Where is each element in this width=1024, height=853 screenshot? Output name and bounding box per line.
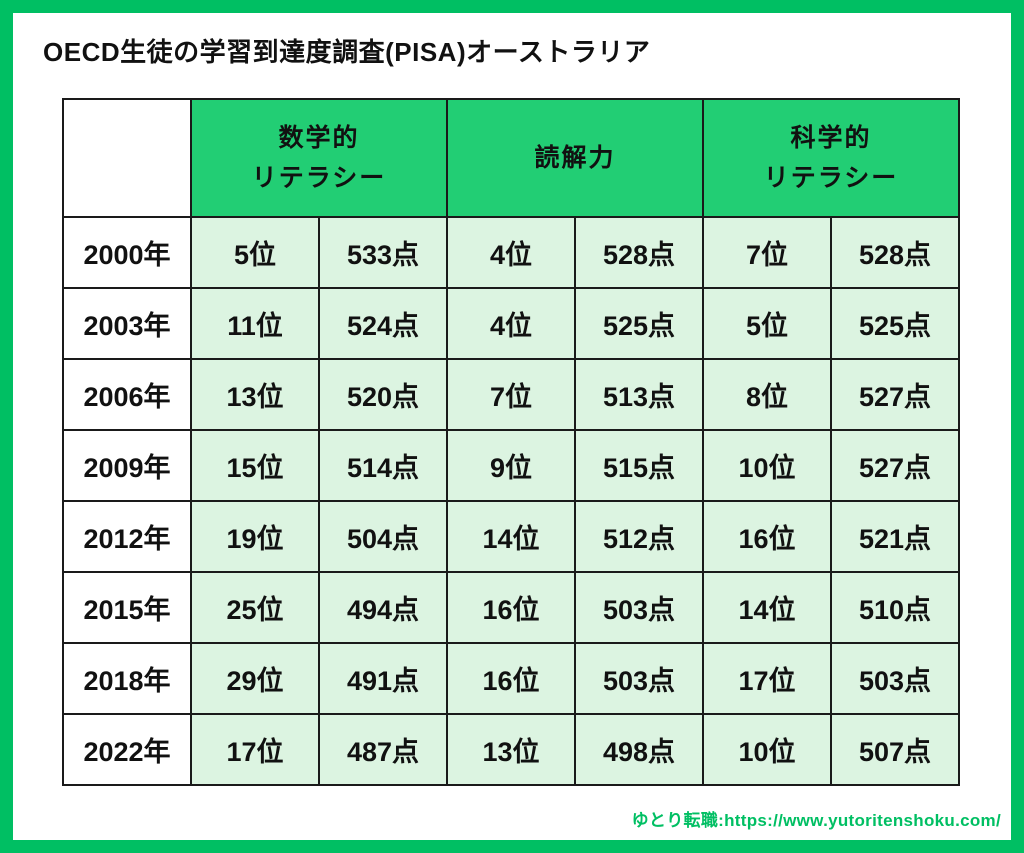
table-row: 2000年 5位 533点 4位 528点 7位 528点 — [62, 216, 960, 289]
year-cell: 2022年 — [62, 713, 192, 786]
score-cell: 527点 — [830, 429, 960, 502]
rank-cell: 11位 — [190, 287, 320, 360]
rank-cell: 15位 — [190, 429, 320, 502]
score-cell: 528点 — [574, 216, 704, 289]
table-row: 2022年 17位 487点 13位 498点 10位 507点 — [62, 713, 960, 786]
table-row: 2012年 19位 504点 14位 512点 16位 521点 — [62, 500, 960, 573]
rank-cell: 9位 — [446, 429, 576, 502]
year-cell: 2003年 — [62, 287, 192, 360]
rank-cell: 7位 — [446, 358, 576, 431]
rank-cell: 19位 — [190, 500, 320, 573]
score-cell: 513点 — [574, 358, 704, 431]
rank-cell: 29位 — [190, 642, 320, 715]
year-cell: 2006年 — [62, 358, 192, 431]
rank-cell: 16位 — [446, 571, 576, 644]
score-cell: 515点 — [574, 429, 704, 502]
year-cell: 2009年 — [62, 429, 192, 502]
score-cell: 520点 — [318, 358, 448, 431]
rank-cell: 5位 — [190, 216, 320, 289]
header-row: 数学的 リテラシー 読解力 科学的 リテラシー — [62, 98, 960, 218]
corner-cell — [62, 98, 192, 218]
year-cell: 2000年 — [62, 216, 192, 289]
rank-cell: 16位 — [702, 500, 832, 573]
score-cell: 528点 — [830, 216, 960, 289]
score-cell: 494点 — [318, 571, 448, 644]
score-cell: 525点 — [830, 287, 960, 360]
rank-cell: 17位 — [190, 713, 320, 786]
score-cell: 533点 — [318, 216, 448, 289]
rank-cell: 8位 — [702, 358, 832, 431]
rank-cell: 4位 — [446, 216, 576, 289]
score-cell: 507点 — [830, 713, 960, 786]
score-cell: 491点 — [318, 642, 448, 715]
table-row: 2015年 25位 494点 16位 503点 14位 510点 — [62, 571, 960, 644]
rank-cell: 4位 — [446, 287, 576, 360]
score-cell: 503点 — [830, 642, 960, 715]
score-cell: 503点 — [574, 642, 704, 715]
column-group-reading: 読解力 — [446, 98, 704, 218]
rank-cell: 5位 — [702, 287, 832, 360]
score-cell: 527点 — [830, 358, 960, 431]
score-cell: 514点 — [318, 429, 448, 502]
rank-cell: 14位 — [702, 571, 832, 644]
score-cell: 504点 — [318, 500, 448, 573]
year-cell: 2012年 — [62, 500, 192, 573]
score-cell: 525点 — [574, 287, 704, 360]
year-cell: 2018年 — [62, 642, 192, 715]
rank-cell: 14位 — [446, 500, 576, 573]
rank-cell: 13位 — [446, 713, 576, 786]
rank-cell: 10位 — [702, 429, 832, 502]
score-cell: 487点 — [318, 713, 448, 786]
score-cell: 503点 — [574, 571, 704, 644]
score-cell: 524点 — [318, 287, 448, 360]
table-row: 2018年 29位 491点 16位 503点 17位 503点 — [62, 642, 960, 715]
pisa-results-table: 数学的 リテラシー 読解力 科学的 リテラシー 2000年 5位 533点 4位 528… — [62, 98, 960, 786]
table-row: 2006年 13位 520点 7位 513点 8位 527点 — [62, 358, 960, 431]
rank-cell: 17位 — [702, 642, 832, 715]
score-cell: 510点 — [830, 571, 960, 644]
rank-cell: 13位 — [190, 358, 320, 431]
rank-cell: 16位 — [446, 642, 576, 715]
table-row: 2009年 15位 514点 9位 515点 10位 527点 — [62, 429, 960, 502]
rank-cell: 7位 — [702, 216, 832, 289]
footer-credit: ゆとり転職:https://www.yutoritenshoku.com/ — [631, 811, 1001, 830]
score-cell: 512点 — [574, 500, 704, 573]
rank-cell: 10位 — [702, 713, 832, 786]
score-cell: 521点 — [830, 500, 960, 573]
year-cell: 2015年 — [62, 571, 192, 644]
rank-cell: 25位 — [190, 571, 320, 644]
column-group-science-literacy: 科学的 リテラシー — [702, 98, 960, 218]
page-title: OECD生徒の学習到達度調査(PISA)オーストラリア — [43, 37, 651, 67]
column-group-math-literacy: 数学的 リテラシー — [190, 98, 448, 218]
table-row: 2003年 11位 524点 4位 525点 5位 525点 — [62, 287, 960, 360]
score-cell: 498点 — [574, 713, 704, 786]
